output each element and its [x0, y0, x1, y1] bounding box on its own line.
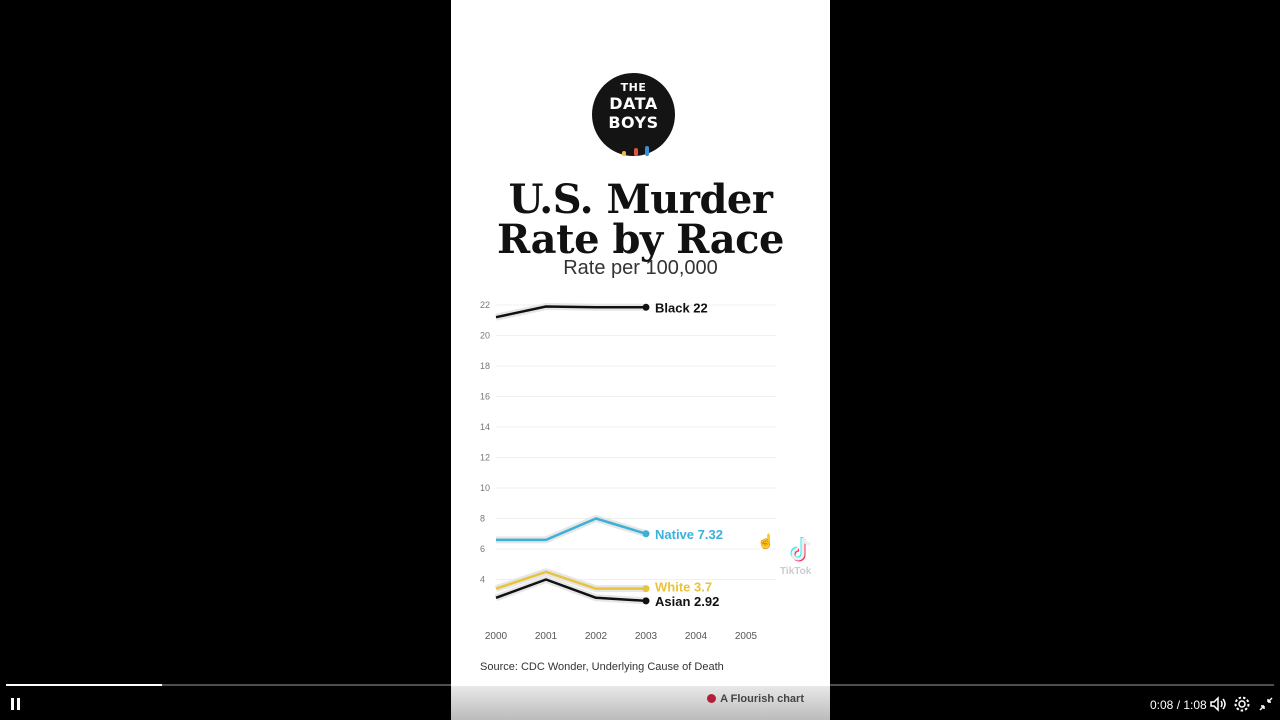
logo-dots: [622, 137, 651, 156]
y-tick-label: 22: [480, 300, 490, 310]
pause-icon-bar-left: [11, 698, 14, 710]
series-label-asian: Asian 2.92: [655, 594, 719, 609]
grid-lines: [496, 304, 776, 580]
y-tick-label: 16: [480, 392, 490, 402]
y-tick-label: 20: [480, 331, 490, 341]
series-end-point: [642, 303, 650, 311]
series-end-point: [642, 530, 650, 538]
logo-text-data: DATA: [609, 94, 658, 113]
logo-text-the: THE: [620, 81, 647, 94]
y-axis-ticks: 22 20 18 16 14 12 10 8 6 4: [480, 300, 490, 585]
time-display: 0:08 / 1:08: [1150, 698, 1207, 712]
hand-cursor-icon: ☝: [757, 533, 775, 549]
series-line-white: [495, 570, 646, 590]
settings-gear-icon[interactable]: [1232, 694, 1252, 714]
series-label-white: White 3.7: [655, 580, 712, 595]
logo-dot-yellow: [622, 151, 626, 156]
data-boys-logo: THE DATA BOYS: [592, 73, 675, 156]
series-label-black: Black 22: [655, 300, 708, 315]
pause-icon-bar-right: [17, 698, 20, 710]
video-controls: 0:08 / 1:08: [0, 688, 1280, 720]
x-tick-label: 2001: [535, 631, 558, 642]
series-end-point: [642, 597, 650, 605]
video-progress-fill: [6, 684, 162, 686]
y-tick-label: 12: [480, 453, 490, 463]
y-tick-label: 18: [480, 361, 490, 371]
y-tick-label: 4: [480, 575, 485, 585]
video-progress-bar[interactable]: [6, 684, 1274, 686]
tiktok-icon: [790, 537, 811, 562]
y-tick-label: 6: [480, 544, 485, 554]
x-tick-label: 2004: [685, 631, 708, 642]
flourish-link[interactable]: A Flourish chart: [707, 693, 804, 705]
y-tick-label: 8: [480, 514, 485, 524]
pause-button[interactable]: [8, 696, 24, 712]
x-tick-label: 2002: [585, 631, 608, 642]
tiktok-watermark-text: TikTok: [780, 566, 812, 577]
volume-icon[interactable]: [1208, 694, 1228, 714]
series-lines: [494, 303, 650, 605]
x-axis-ticks: 2000 2001 2002 2003 2004 2005: [485, 631, 758, 642]
logo-dot-red: [633, 148, 638, 156]
x-tick-label: 2003: [635, 631, 658, 642]
x-tick-label: 2005: [735, 631, 758, 642]
y-tick-label: 10: [480, 483, 490, 493]
flourish-logo-icon: [707, 694, 717, 703]
series-line-native: [496, 517, 647, 542]
flourish-bar: A Flourish chart: [451, 686, 830, 720]
chart-subtitle: Rate per 100,000: [563, 257, 718, 279]
series-end-point: [642, 585, 650, 593]
logo-dot-blue: [645, 146, 650, 156]
x-tick-label: 2000: [485, 631, 508, 642]
logo-text-boys: BOYS: [608, 113, 659, 132]
y-tick-label: 14: [480, 422, 490, 432]
flourish-label: A Flourish chart: [720, 693, 804, 705]
series-line-asian: [495, 578, 647, 603]
chart-title: U.S. Murder Rate by Race: [497, 176, 784, 263]
source-note: Source: CDC Wonder, Underlying Cause of …: [480, 661, 724, 673]
series-line-black: [495, 305, 646, 319]
series-label-native: Native 7.32: [655, 527, 723, 542]
exit-fullscreen-icon[interactable]: [1256, 694, 1276, 714]
